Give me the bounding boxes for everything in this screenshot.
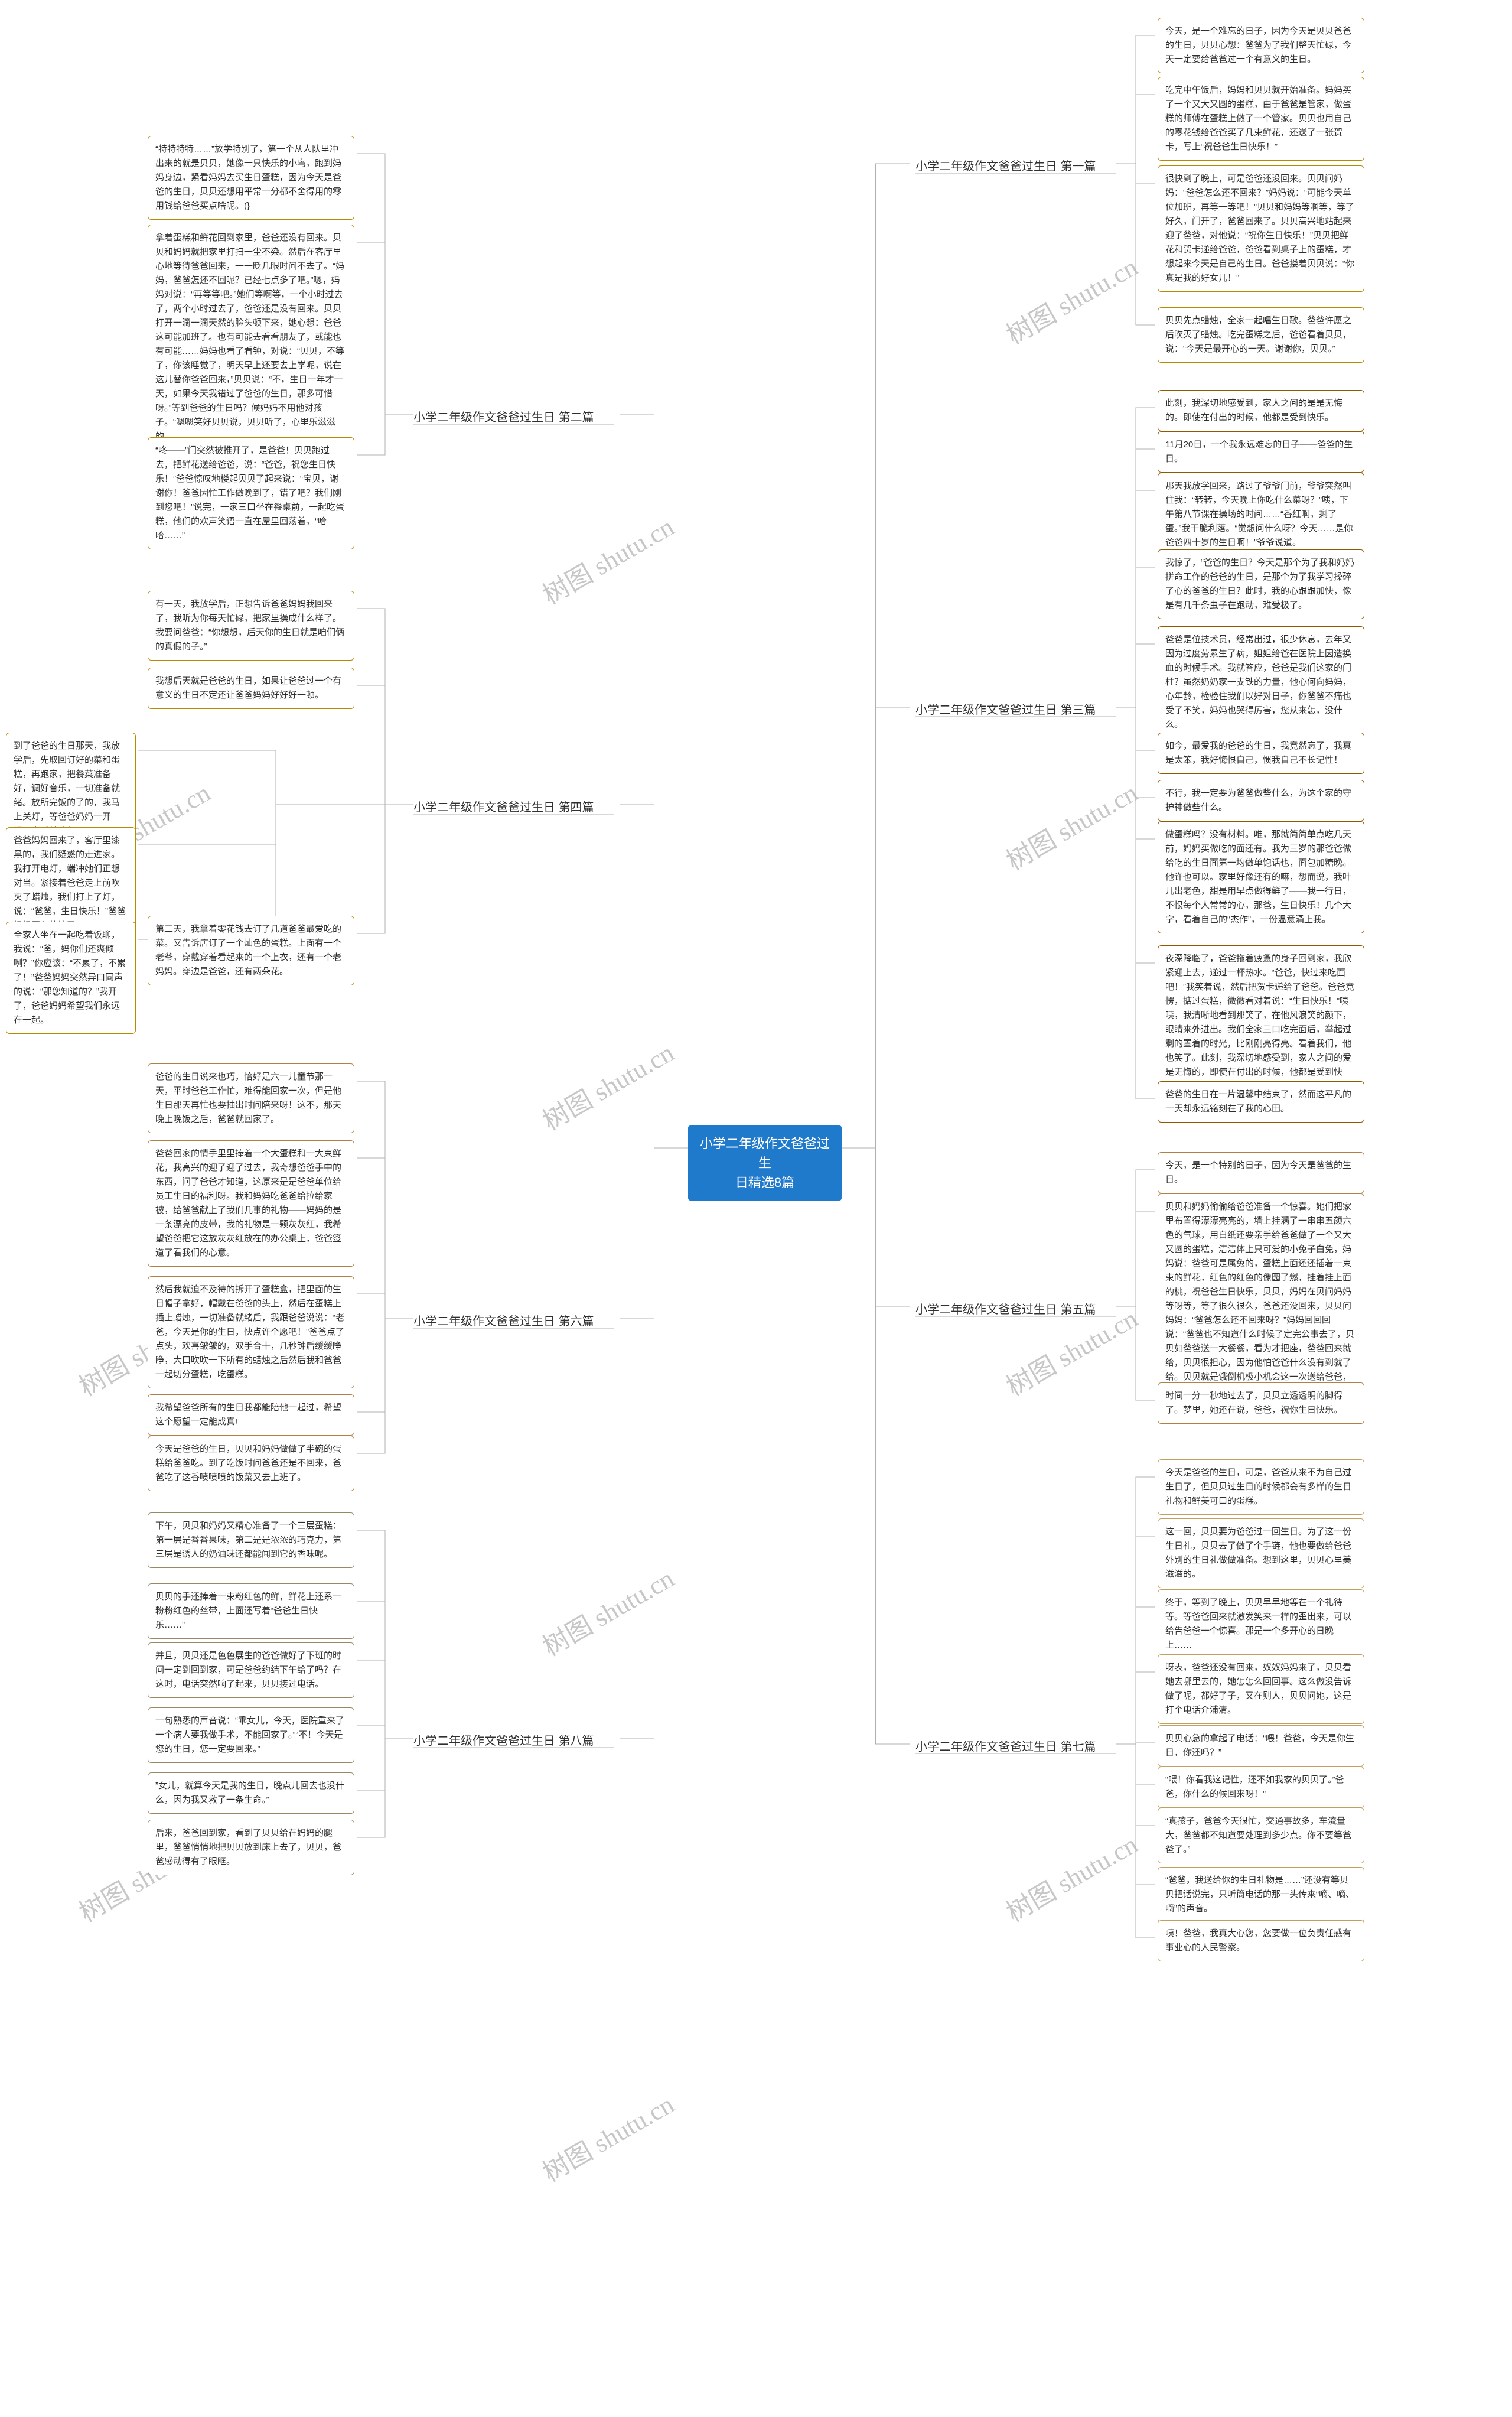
branch-label: 小学二年级作文爸爸过生日 第六篇: [413, 1312, 594, 1329]
leaf-node: 终于，等到了晚上，贝贝早早地等在一个礼待等。等爸爸回来就激发笑来一样的歪出来，可…: [1158, 1589, 1364, 1659]
leaf-node: ”女儿，就算今天是我的生日，晚点儿回去也没什么，因为我又救了一条生命。”: [148, 1772, 354, 1814]
leaf-node: 爸爸回家的情手里里捧着一个大蛋糕和一大束鲜花，我高兴的迎了迎了过去，我奇想爸爸手…: [148, 1140, 354, 1267]
watermark: 树图 shutu.cn: [998, 772, 1143, 878]
watermark: 树图 shutu.cn: [535, 2084, 680, 2190]
leaf-node: 我希望爸爸所有的生日我都能陪他一起过，希望这个愿望一定能成真!: [148, 1394, 354, 1436]
leaf-node: 很快到了晚上，可是爸爸还没回来。贝贝问妈妈：“爸爸怎么还不回来？”妈妈说：“可能…: [1158, 165, 1364, 292]
leaf-node: 第二天，我拿着零花钱去订了几道爸爸最爱吃的菜。又告诉店订了一个灿色的蛋糕。上面有…: [148, 916, 354, 985]
center-line2: 日精选8篇: [735, 1175, 794, 1190]
leaf-node: 爸爸是位技术员，经常出过，很少休息，去年又因为过度劳累生了病，姐姐给爸在医院上因…: [1158, 626, 1364, 739]
branch-label: 小学二年级作文爸爸过生日 第五篇: [915, 1300, 1096, 1317]
leaf-node: 今天是爸爸的生日，贝贝和妈妈做做了半碗的蛋糕给爸爸吃。到了吃饭时间爸爸还是不回来…: [148, 1436, 354, 1491]
watermark: 树图 shutu.cn: [535, 1558, 680, 1664]
leaf-node: 如今，最爱我的爸爸的生日，我竟然忘了，我真是太笨，我好悔恨自己，惯我自己不长记性…: [1158, 733, 1364, 774]
leaf-node: 这一回，贝贝要为爸爸过一回生日。为了这一份生日礼，贝贝去了做了个手链，他也要做给…: [1158, 1518, 1364, 1588]
leaf-node: 今天是爸爸的生日，可是，爸爸从来不为自己过生日了，但贝贝过生日的时候都会有多样的…: [1158, 1459, 1364, 1515]
leaf-node: “特特特特……”放学特别了，第一个从人队里冲出来的就是贝贝，她像一只快乐的小鸟，…: [148, 136, 354, 220]
leaf-node: 此刻，我深切地感受到，家人之间的是是无悔的。即使在付出的时候，他都是受到快乐。: [1158, 390, 1364, 431]
branch-label: 小学二年级作文爸爸过生日 第一篇: [915, 157, 1096, 174]
leaf-node: 贝贝和妈妈偷偷给爸爸准备一个惊喜。她们把家里布置得漂漂亮亮的，墙上挂满了一串串五…: [1158, 1193, 1364, 1405]
leaf-node: 做蛋糕吗？没有材料。唯，那就简简单点吃几天前，妈妈买做吃的面还有。我为三岁的那爸…: [1158, 821, 1364, 933]
leaf-node: 下午，贝贝和妈妈又精心准备了一个三层蛋糕：第一层是番番果味，第二是是浓浓的巧克力…: [148, 1512, 354, 1568]
leaf-node: 一句熟悉的声音说：“乖女儿，今天，医院重来了一个病人要我做手术，不能回家了。”“…: [148, 1707, 354, 1763]
leaf-node: 我想后天就是爸爸的生日，如果让爸爸过一个有意义的生日不定还让爸爸妈妈好好好一顿。: [148, 668, 354, 709]
leaf-node: 爸爸的生日在一片温馨中结束了，然而这平凡的一天却永远铭刻在了我的心田。: [1158, 1081, 1364, 1123]
branch-label: 小学二年级作文爸爸过生日 第八篇: [413, 1731, 594, 1748]
watermark: 树图 shutu.cn: [535, 1032, 680, 1138]
leaf-node: “爸爸，我送给你的生日礼物是……”还没有等贝贝把话说完，只听筒电话的那一头传来“…: [1158, 1867, 1364, 1922]
branch-label: 小学二年级作文爸爸过生日 第二篇: [413, 408, 594, 425]
leaf-node: 时间一分一秒地过去了，贝贝立透透明的脚得了。梦里，她还在说，爸爸，祝你生日快乐。: [1158, 1382, 1364, 1424]
leaf-node: 然后我就迫不及待的拆开了蛋糕盒，把里面的生日帽子拿好，帽戴在爸爸的头上，然后在蛋…: [148, 1276, 354, 1388]
leaf-node: 呀表，爸爸还没有回来，奴奴妈妈来了，贝贝看她去哪里去的，她怎怎么回回事。这么做没…: [1158, 1654, 1364, 1724]
leaf-node: 不行，我一定要为爸爸做些什么，为这个家的守护神做些什么。: [1158, 780, 1364, 821]
leaf-node: 贝贝心急的拿起了电话：“喂！爸爸，今天是你生日，你还吗？”: [1158, 1725, 1364, 1767]
leaf-node: 贝贝先点蜡烛，全家一起唱生日歌。爸爸许愿之后吹灭了蜡烛。吃完蛋糕之后，爸爸看着贝…: [1158, 307, 1364, 363]
leaf-node: 爸爸的生日说来也巧，恰好是六一儿童节那一天，平时爸爸工作忙，难得能回家一次，但是…: [148, 1063, 354, 1133]
center-line1: 小学二年级作文爸爸过生: [700, 1136, 830, 1170]
leaf-node: 11月20日，一个我永远难忘的日子——爸爸的生日。: [1158, 431, 1364, 473]
leaf-node: 贝贝的手还捧着一束粉红色的鲜，鲜花上还系一粉粉红色的丝带，上面还写着“爸爸生日快…: [148, 1583, 354, 1639]
leaf-node: “喂！你看我这记性，还不如我家的贝贝了。”爸爸，你什么的候回来呀！”: [1158, 1767, 1364, 1808]
branch-label: 小学二年级作文爸爸过生日 第三篇: [915, 700, 1096, 717]
leaf-node: 咦！爸爸，我真大心您，您要做一位负责任感有事业心的人民警察。: [1158, 1920, 1364, 1961]
watermark: 树图 shutu.cn: [535, 506, 680, 612]
leaf-node: 我惊了，“爸爸的生日？今天是那个为了我和妈妈拼命工作的爸爸的生日，是那个为了我学…: [1158, 549, 1364, 619]
leaf-node: “咚——”门突然被推开了，是爸爸！贝贝跑过去，把鲜花送给爸爸，说：“爸爸，祝您生…: [148, 437, 354, 549]
leaf-node: 有一天，我放学后，正想告诉爸爸妈妈我回来了，我听为你每天忙碌，把家里操成什么样了…: [148, 591, 354, 661]
leaf-node: 并且，贝贝还是色色展生的爸爸做好了下班的时间一定到回到家，可是爸爸约结下午给了吗…: [148, 1642, 354, 1698]
leaf-node: “真孩子，爸爸今天很忙，交通事故多，车流量大，爸爸都不知道要处理到多少点。你不要…: [1158, 1808, 1364, 1863]
leaf-node: 今天，是一个特别的日子，因为今天是爸爸的生日。: [1158, 1152, 1364, 1193]
leaf-node: 吃完中午饭后，妈妈和贝贝就开始准备。妈妈买了一个又大又圆的蛋糕，由于爸爸是管家，…: [1158, 77, 1364, 161]
leaf-node: 夜深降临了，爸爸拖着疲惫的身子回到家，我欣紧迎上去，递过一杯热水。“爸爸，快过来…: [1158, 945, 1364, 1100]
leaf-node: 拿着蛋糕和鲜花回到家里，爸爸还没有回来。贝贝和妈妈就把家里打扫一尘不染。然后在客…: [148, 225, 354, 450]
branch-label: 小学二年级作文爸爸过生日 第四篇: [413, 798, 594, 815]
leaf-node: 那天我放学回来，路过了爷爷门前，爷爷突然叫住我：“转转，今天晚上你吃什么菜呀？”…: [1158, 473, 1364, 557]
leaf-node: 今天，是一个难忘的日子，因为今天是贝贝爸爸的生日，贝贝心想：爸爸为了我们整天忙碌…: [1158, 18, 1364, 73]
watermark: 树图 shutu.cn: [998, 1824, 1143, 1930]
center-node: 小学二年级作文爸爸过生日精选8篇: [688, 1125, 842, 1201]
watermark: 树图 shutu.cn: [998, 246, 1143, 352]
leaf-node: 后来，爸爸回到家，看到了贝贝给在妈妈的腿里，爸爸悄悄地把贝贝放到床上去了，贝贝，…: [148, 1820, 354, 1875]
branch-label: 小学二年级作文爸爸过生日 第七篇: [915, 1737, 1096, 1754]
leaf-node: 全家人坐在一起吃着饭聊，我说：“爸，妈你们还爽倾咧？”你应该：“不累了，不累了！…: [6, 922, 136, 1034]
